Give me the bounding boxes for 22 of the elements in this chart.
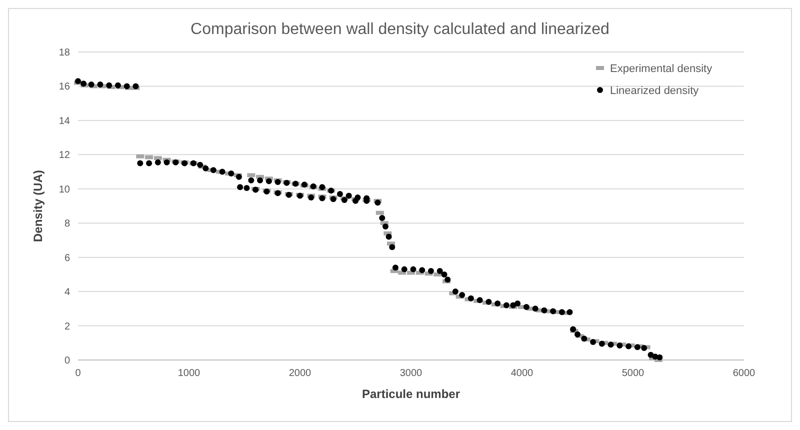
x-tick-label: 5000 bbox=[622, 368, 645, 379]
y-tick-label: 14 bbox=[58, 116, 70, 127]
x-tick-label: 0 bbox=[75, 368, 82, 379]
y-tick-label: 4 bbox=[64, 287, 70, 298]
y-tick-label: 2 bbox=[64, 321, 70, 332]
y-tick-label: 18 bbox=[58, 48, 70, 58]
legend-label: Experimental density bbox=[610, 63, 713, 75]
x-tick-label: 4000 bbox=[510, 368, 534, 379]
x-tick-label: 1000 bbox=[178, 368, 201, 379]
y-tick-label: 10 bbox=[58, 184, 70, 196]
y-tick-label: 0 bbox=[64, 356, 70, 366]
y-tick-label: 6 bbox=[64, 252, 70, 264]
y-tick-label: 12 bbox=[58, 150, 70, 162]
y-tick-label: 16 bbox=[58, 82, 70, 93]
x-tick-label: 2000 bbox=[288, 368, 312, 379]
chart-title: Comparison between wall density calculated and linearized bbox=[190, 21, 610, 38]
y-axis-title: Density (UA) bbox=[31, 170, 45, 242]
legend-label: Linearized density bbox=[610, 85, 700, 97]
x-axis-title: Particule number bbox=[362, 387, 460, 401]
x-tick-label: 3000 bbox=[400, 368, 423, 379]
y-tick-label: 8 bbox=[64, 218, 70, 230]
x-tick-label: 6000 bbox=[732, 368, 756, 379]
